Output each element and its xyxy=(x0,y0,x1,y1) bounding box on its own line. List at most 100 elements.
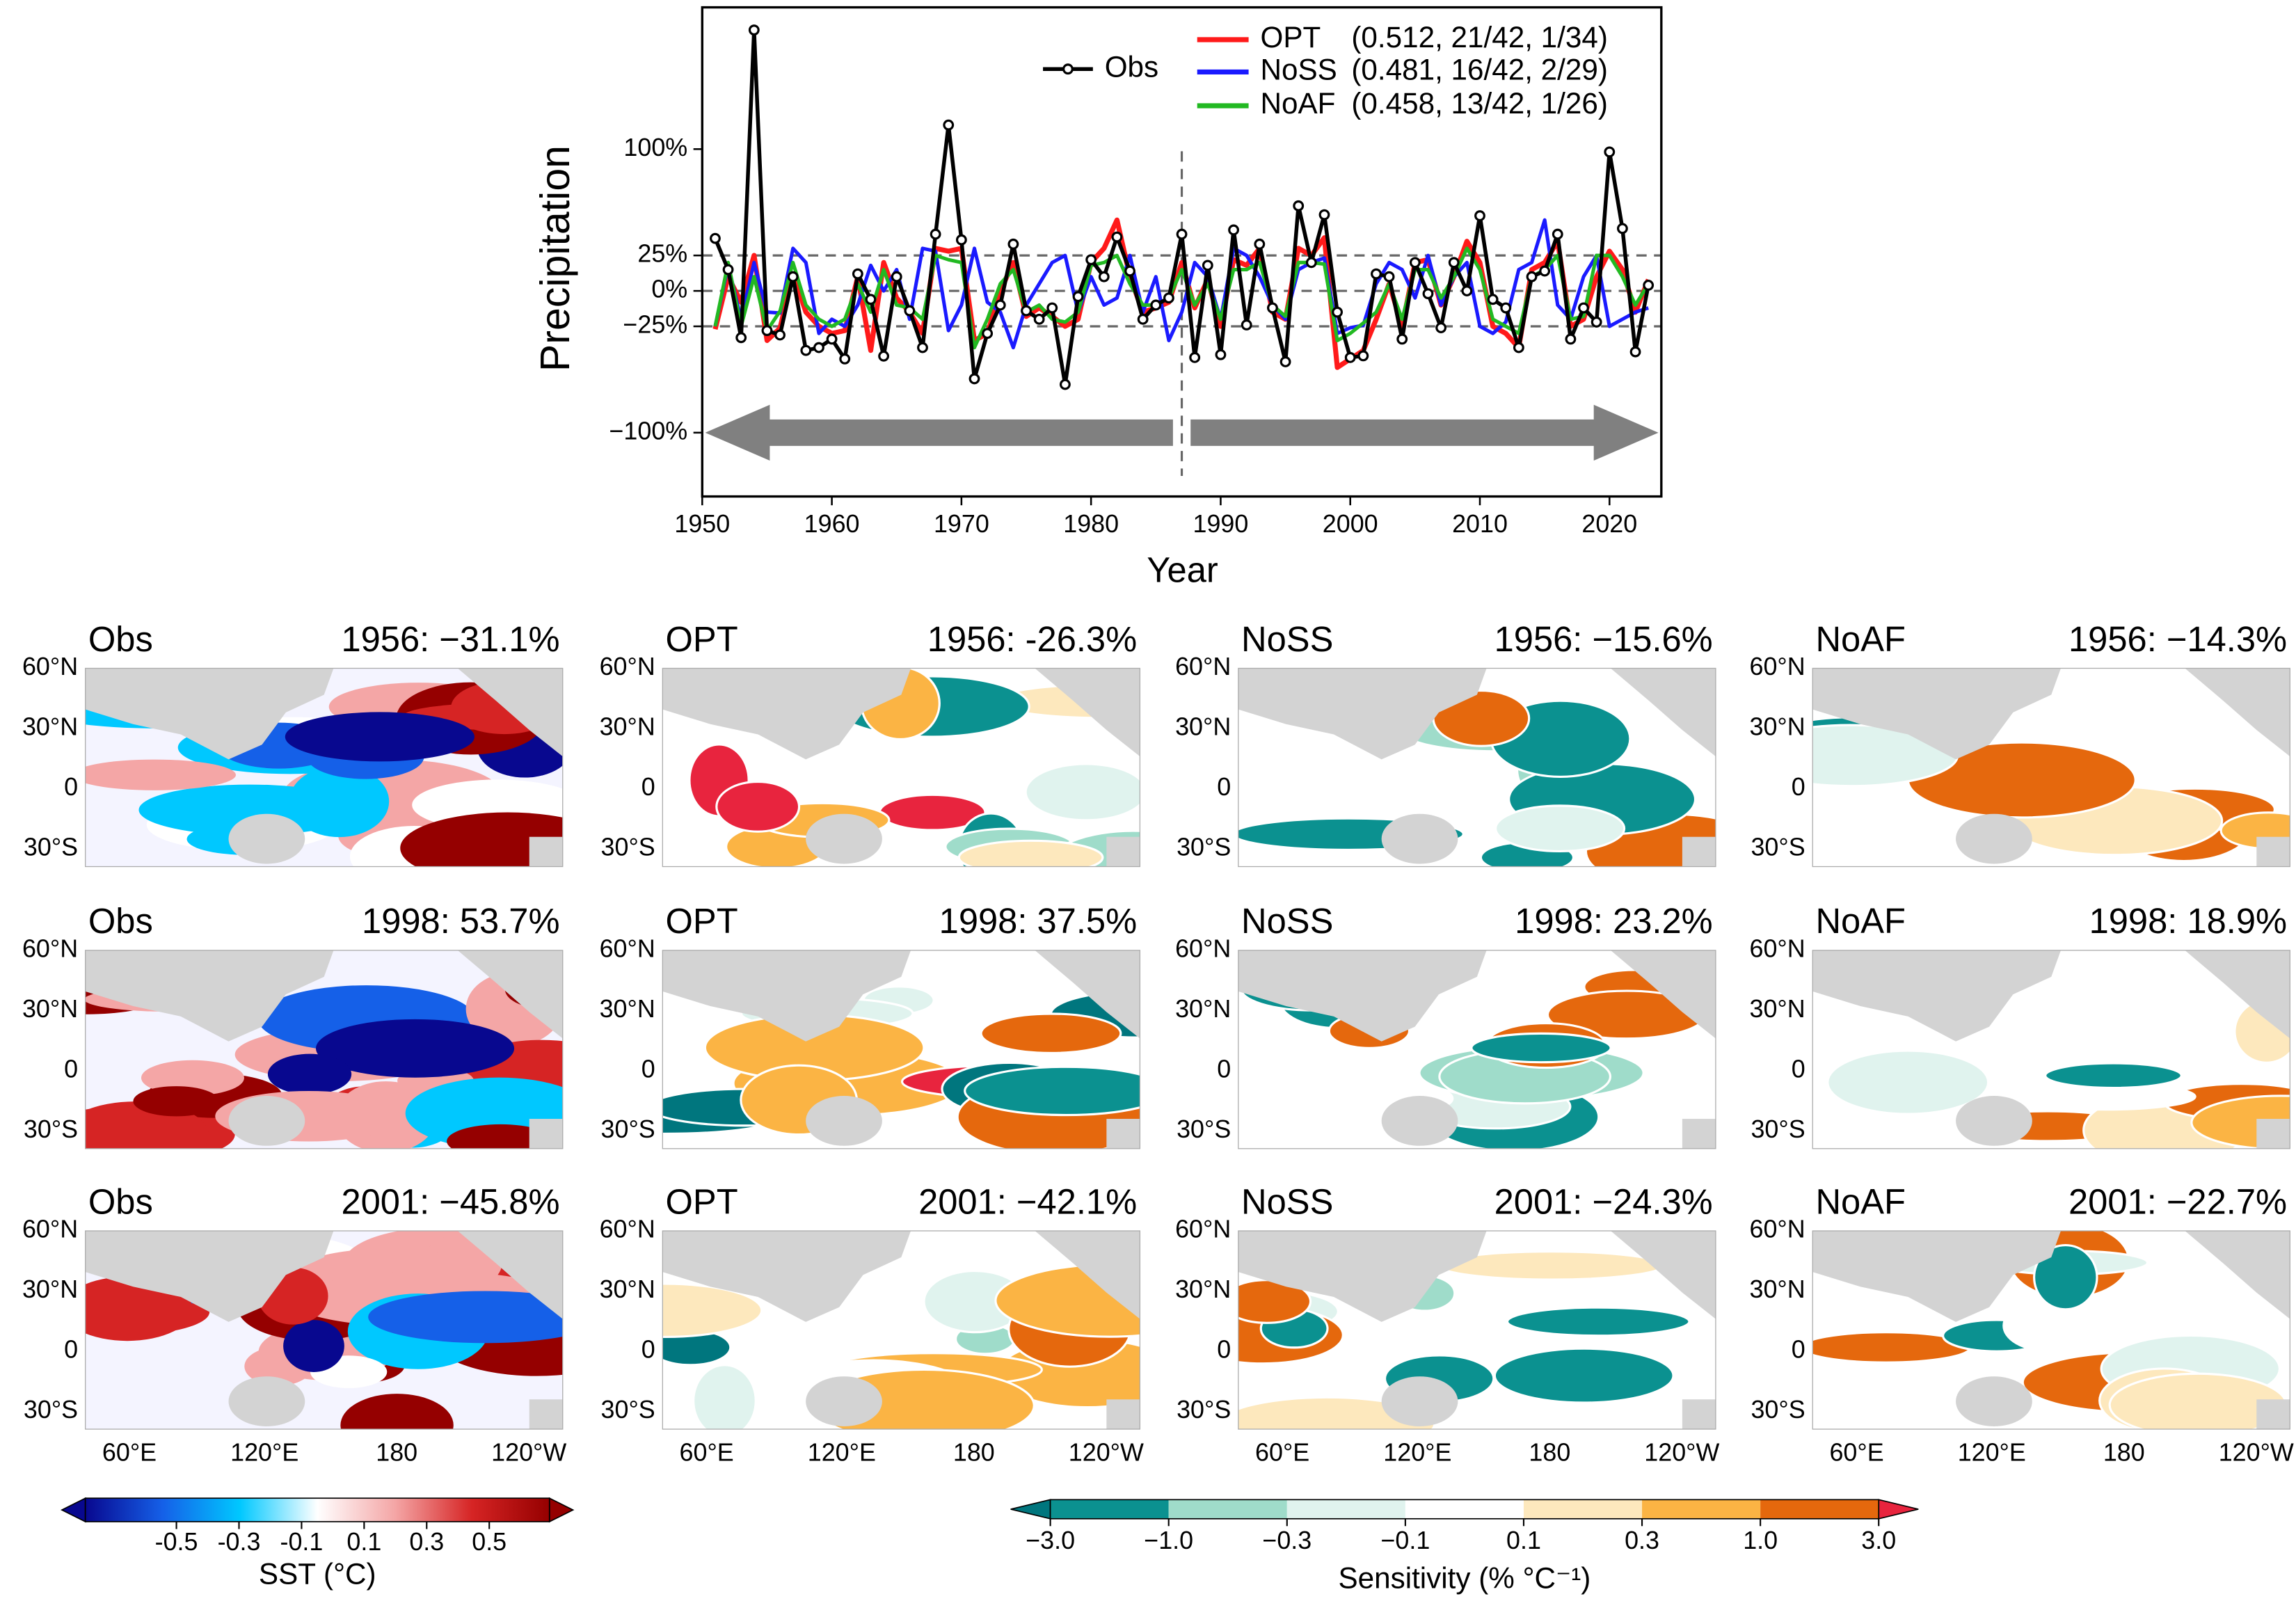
lat-label: 60°N xyxy=(600,1216,655,1243)
lat-label: 30°S xyxy=(601,834,655,861)
lat-label: 60°N xyxy=(1175,934,1231,962)
x-tick-label: 1950 xyxy=(674,510,730,538)
lat-label: 30°N xyxy=(1750,1275,1805,1303)
data-point xyxy=(1578,302,1589,314)
data-point xyxy=(1279,356,1291,367)
data-point xyxy=(1332,306,1344,318)
map-panel xyxy=(1238,950,1716,1149)
lat-label: 0 xyxy=(64,1336,78,1364)
map-field xyxy=(267,1053,352,1095)
colorbar-extend xyxy=(548,1497,575,1523)
legend-stats: (0.481, 16/42, 2/29) xyxy=(1351,54,1608,86)
map-field xyxy=(285,712,475,762)
lon-label: 120°E xyxy=(1383,1438,1451,1466)
lat-label: 30°S xyxy=(1751,1115,1805,1143)
data-point xyxy=(1616,223,1628,234)
lat-label: 0 xyxy=(64,773,78,801)
map-field xyxy=(2044,1062,2183,1090)
lat-label: 30°S xyxy=(1177,834,1231,861)
x-tick-label: 1980 xyxy=(1063,510,1119,538)
map-frame xyxy=(1238,1230,1716,1430)
data-point xyxy=(1202,260,1213,271)
lat-label: 30°N xyxy=(22,995,78,1023)
legend-stats: (0.512, 21/42, 1/34) xyxy=(1351,21,1608,54)
map-land xyxy=(2185,668,2290,757)
colorbar-extend xyxy=(1010,1499,1051,1520)
lat-label: 0 xyxy=(64,1055,78,1083)
lat-label: 0 xyxy=(1792,1055,1805,1083)
data-point xyxy=(1629,346,1641,358)
y-tick-label: 25% xyxy=(637,240,687,268)
lat-label: 30°S xyxy=(1751,1396,1805,1424)
map-field xyxy=(289,765,390,838)
data-point xyxy=(1111,231,1123,243)
map-frame xyxy=(1238,667,1716,868)
map-land xyxy=(1956,813,2032,864)
map-panel xyxy=(662,950,1140,1149)
lat-label: 30°N xyxy=(1175,713,1231,741)
lon-label: 120°W xyxy=(491,1438,566,1466)
lat-label: 30°S xyxy=(24,834,78,861)
map-panel xyxy=(1812,1231,2290,1430)
data-point xyxy=(943,119,955,131)
map-land xyxy=(806,813,882,864)
lat-label: 30°S xyxy=(24,1396,78,1424)
map-field xyxy=(447,1124,555,1149)
data-point xyxy=(968,373,980,385)
lat-label: 0 xyxy=(641,1336,655,1364)
map-land xyxy=(85,950,334,1042)
data-point xyxy=(1046,302,1058,314)
data-point xyxy=(1344,351,1356,363)
map-frame xyxy=(85,1230,564,1430)
data-point xyxy=(722,264,734,276)
map-land xyxy=(1956,1376,2032,1427)
map-land xyxy=(1381,813,1458,864)
colorbar-tick-label: −1.0 xyxy=(1144,1527,1193,1554)
lon-label: 180 xyxy=(376,1438,417,1466)
legend-label: Obs xyxy=(1105,50,1158,83)
lat-label: 30°N xyxy=(600,995,655,1023)
data-point xyxy=(865,294,877,305)
panel-label: Obs xyxy=(88,1181,153,1221)
lon-label: 180 xyxy=(2103,1438,2145,1466)
map-land xyxy=(2256,836,2290,867)
map-land xyxy=(228,813,305,864)
x-tick-label: 2000 xyxy=(1323,510,1378,538)
data-point xyxy=(735,332,747,344)
map-land xyxy=(1381,1376,1458,1427)
map-panel xyxy=(1812,668,2290,867)
data-point xyxy=(1150,299,1162,311)
lat-label: 30°N xyxy=(1175,995,1231,1023)
data-point xyxy=(917,342,928,353)
panel-title: 1998: 37.5% xyxy=(939,901,1137,941)
data-point xyxy=(1526,271,1538,282)
data-point xyxy=(1357,350,1369,362)
map-land xyxy=(662,668,911,760)
data-point xyxy=(878,350,890,362)
map-frame xyxy=(85,667,564,868)
colorbar-tick-label: -0.1 xyxy=(280,1528,324,1556)
legend-stats: (0.458, 13/42, 1/26) xyxy=(1351,87,1608,120)
map-field xyxy=(283,1320,344,1373)
lon-label: 180 xyxy=(1529,1438,1570,1466)
colorbar-segment xyxy=(1405,1499,1524,1519)
map-land xyxy=(1610,950,1716,1039)
lat-label: 30°S xyxy=(601,1115,655,1143)
data-point xyxy=(1059,379,1071,390)
lon-label: 120°E xyxy=(230,1438,298,1466)
map-land xyxy=(1035,668,1140,757)
lat-label: 30°S xyxy=(601,1396,655,1424)
map-panel xyxy=(662,1231,1140,1430)
panel-title: 2001: −24.3% xyxy=(1494,1181,1713,1221)
data-point xyxy=(852,268,863,280)
lon-label: 120°E xyxy=(1958,1438,2026,1466)
y-tick-label: 0% xyxy=(651,276,687,303)
panel-label: OPT xyxy=(666,901,738,941)
lat-label: 30°S xyxy=(24,1115,78,1143)
map-field xyxy=(400,812,563,867)
map-field xyxy=(957,839,1104,867)
colorbar-tick-label: 0.1 xyxy=(1506,1527,1541,1554)
data-point xyxy=(891,271,902,282)
